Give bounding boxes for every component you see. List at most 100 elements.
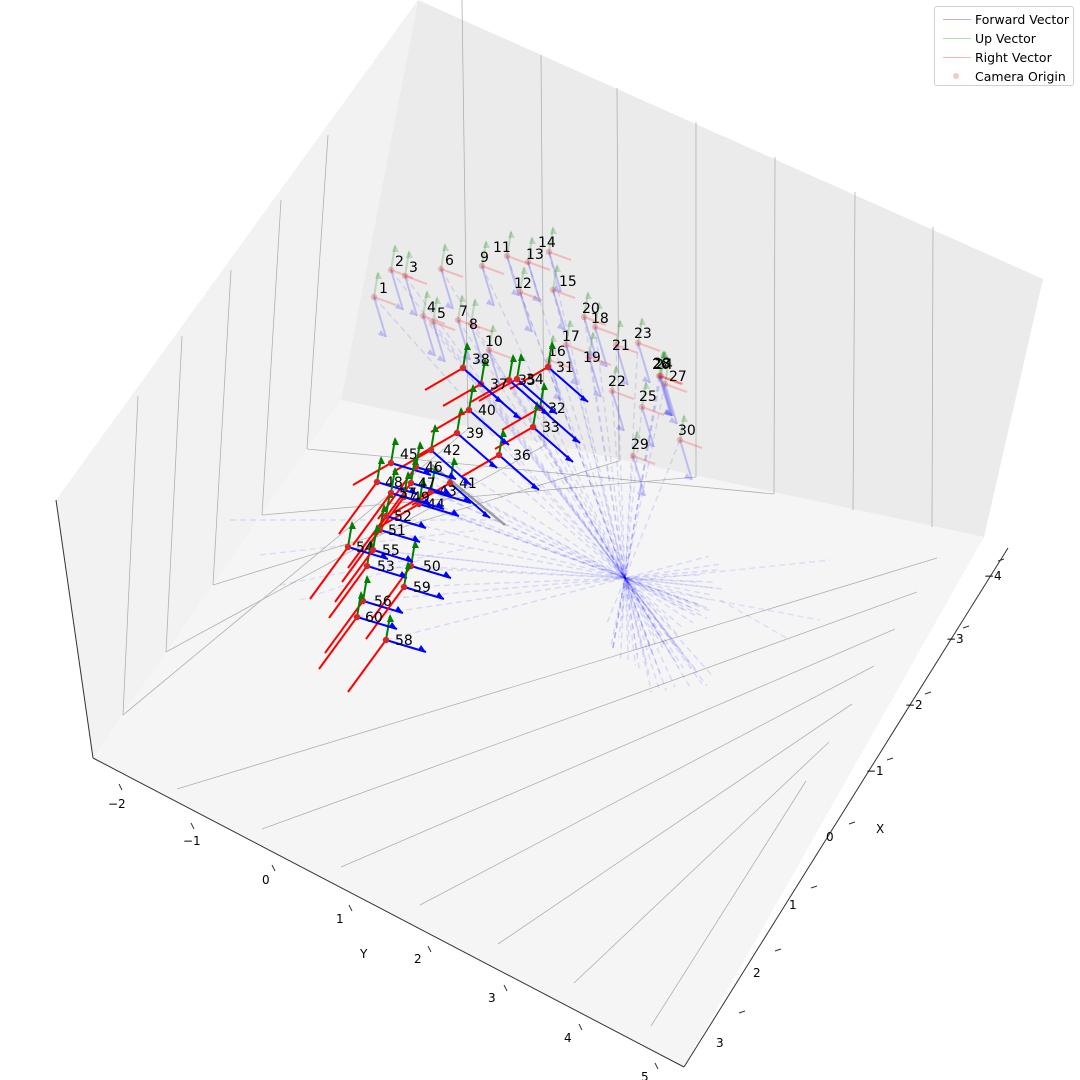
camera-origin [655, 372, 663, 380]
forward-ray [356, 563, 719, 618]
camera-label: 37 [490, 377, 508, 393]
forward-arrowhead [669, 417, 677, 424]
up-arrowhead [554, 264, 561, 272]
right-line-icon [941, 48, 973, 66]
forward-vector [615, 344, 629, 386]
right-vector [318, 616, 358, 670]
forward-arrowhead [665, 409, 673, 416]
forward-vector [373, 296, 387, 338]
x-tick-label: −3 [946, 632, 964, 646]
floor-pane [93, 400, 984, 1067]
axis-panes [56, 0, 1043, 1067]
right-vector [365, 586, 405, 640]
forward-ray [605, 439, 681, 627]
camera-origin [545, 248, 553, 256]
forward-arrowhead [553, 393, 561, 400]
camera-frame: 38 [424, 342, 504, 404]
right-vector [390, 269, 414, 279]
right-vector [432, 321, 456, 331]
up-vector [457, 295, 463, 321]
camera-origin [549, 286, 557, 294]
up-vector [594, 302, 600, 328]
forward-arrowhead [489, 461, 497, 468]
camera-label: 13 [526, 247, 544, 263]
up-arrowhead [585, 291, 592, 299]
grid-line [616, 87, 620, 462]
up-arrowhead [660, 350, 667, 358]
up-arrowhead [617, 319, 624, 327]
camera-origin [400, 583, 408, 591]
up-arrowhead [500, 429, 507, 437]
right-vector [481, 265, 505, 275]
camera-origin [387, 489, 395, 497]
forward-ray [279, 547, 471, 586]
camera-label: 7 [459, 304, 468, 320]
up-arrowhead [483, 240, 490, 248]
camera-frame: 14 [538, 226, 572, 293]
y-tick-label: 2 [414, 952, 422, 966]
camera-label: 22 [608, 374, 626, 390]
camera-frame: 25 [638, 381, 665, 448]
y-tick-label: 3 [488, 991, 496, 1005]
camera-label: 47 [418, 476, 436, 492]
right-vector [488, 349, 512, 359]
legend-item-up: Up Vector [935, 29, 1073, 47]
forward-vector [547, 366, 589, 403]
up-arrowhead [442, 243, 449, 251]
grid-line [306, 134, 329, 450]
camera-origin [485, 346, 493, 354]
up-arrowhead [666, 358, 673, 366]
camera-label: 12 [514, 276, 532, 292]
camera-origin [580, 313, 588, 321]
forward-vector [468, 409, 510, 446]
up-vector [506, 231, 512, 257]
camera-origin [363, 562, 371, 570]
camera-origin [387, 459, 395, 467]
forward-arrowhead [532, 295, 540, 302]
camera-label: 19 [583, 350, 601, 366]
camera-label: 32 [548, 401, 566, 417]
legend-label: Forward Vector [975, 11, 1070, 27]
up-arrowhead [508, 230, 515, 238]
up-arrowhead [529, 236, 536, 244]
forward-vector [679, 439, 693, 481]
up-line-icon [941, 29, 973, 47]
up-arrowhead [434, 296, 441, 304]
camera-origin [429, 318, 437, 326]
right-vector [328, 565, 368, 619]
right-vector [658, 375, 682, 385]
up-arrowhead [541, 382, 548, 390]
forward-ray [639, 559, 831, 581]
right-vector [548, 251, 572, 261]
camera-label: 34 [526, 372, 544, 388]
forward-ray [719, 599, 791, 641]
camera-origin [591, 323, 599, 331]
camera-origin [387, 266, 395, 274]
up-vector [611, 366, 617, 392]
camera-frame: 36 [460, 429, 540, 491]
forward-arrowhead [495, 396, 503, 403]
grid-line [497, 703, 853, 945]
forward-ray [539, 407, 656, 638]
forward-arrowhead [664, 409, 672, 416]
up-vector [664, 359, 670, 385]
y-tick-mark [578, 1023, 583, 1031]
up-arrowhead [417, 441, 424, 449]
left-pane [56, 0, 418, 758]
forward-vector [506, 255, 520, 297]
camera-frame: 50 [372, 540, 452, 619]
forward-vector [508, 379, 550, 416]
right-vector [641, 406, 665, 416]
camera-origin [676, 436, 684, 444]
camera-origin [382, 636, 390, 644]
up-vector [659, 351, 665, 377]
up-arrowhead [405, 561, 412, 569]
camera-label: 40 [478, 403, 496, 419]
forward-ray [659, 589, 821, 621]
up-arrowhead [459, 294, 466, 302]
camera-origin [495, 451, 503, 459]
up-vector [373, 272, 379, 298]
forward-ray [481, 265, 676, 688]
right-vector [460, 454, 500, 478]
